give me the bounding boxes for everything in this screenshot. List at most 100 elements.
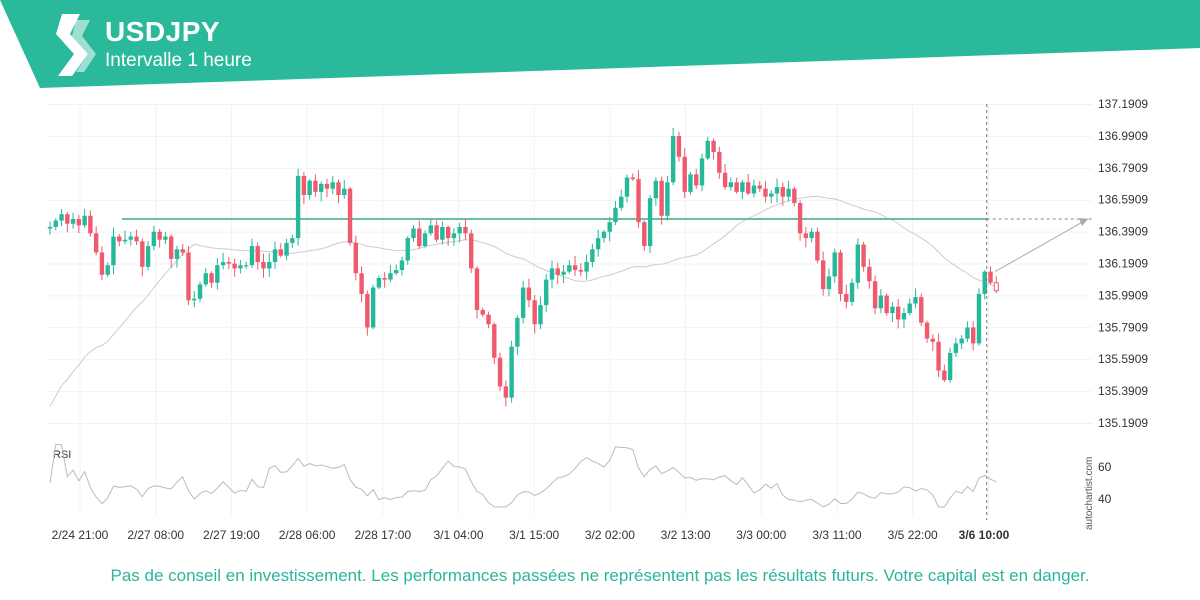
candle-body [492,324,497,358]
candle-body [417,228,422,247]
candle-body [440,226,445,240]
candle-body [65,214,70,224]
current-time-label: 3/6 10:00 [959,528,1010,542]
price-tick-label: 135.5909 [1098,352,1148,366]
candle-body [151,231,157,247]
candle-body [636,179,641,223]
candle-body [140,241,145,267]
candle-body [745,182,751,194]
chart-subtitle: Intervalle 1 heure [105,50,252,71]
candle-body [792,188,797,204]
chart-grid [47,104,1092,515]
candle-body [203,273,208,285]
candle-body [168,236,174,259]
candle-body [982,271,987,294]
candle-body [538,305,543,325]
time-tick-label: 2/27 19:00 [203,528,260,542]
time-tick-label: 3/1 04:00 [433,528,483,542]
candle-body [619,196,624,208]
time-tick-label: 3/2 13:00 [661,528,711,542]
price-tick-label: 136.7909 [1098,161,1148,175]
candle-body [953,343,959,353]
candle-body [76,218,82,226]
watermark: autochartist.com [1084,457,1095,530]
candle-body [584,262,589,272]
candle-body [694,174,699,186]
projection-arrowhead [1079,217,1088,226]
candle-body [370,287,376,328]
price-axis: 137.1909 136.9909 136.7909 136.5909 136.3909… [1098,97,1148,430]
candle-body [469,233,474,269]
candle-body [82,215,87,226]
chart-title: USDJPY [105,16,221,47]
candle-body [653,180,659,199]
candle-body [365,293,370,328]
candle-body [832,252,837,277]
candle-body [907,303,912,314]
price-tick-label: 136.5909 [1098,193,1148,207]
candle-body [70,218,76,224]
candle-body [192,298,197,301]
candle-body [578,270,584,272]
candle-body [913,297,918,304]
candle-body [647,198,653,247]
price-tick-label: 136.3909 [1098,225,1148,239]
rsi-tick-label: 40 [1098,492,1112,506]
time-tick-label: 2/28 17:00 [354,528,411,542]
candle-body [111,236,116,266]
candle-body [930,338,936,342]
candle-body [463,226,468,234]
candle-body [815,231,820,261]
candle-body [769,193,774,197]
candle-body [180,249,185,253]
price-tick-label: 135.3909 [1098,384,1148,398]
candle-body [59,214,64,221]
candle-body [849,282,855,302]
candle-body [613,207,618,223]
candle-body [971,327,976,344]
candle-body [243,265,249,267]
price-tick-label: 136.1909 [1098,257,1148,271]
candle-body [844,293,849,302]
candle-body [803,233,809,239]
candle-body [705,140,710,159]
candle-body [659,180,664,216]
rsi-label: RSI [53,449,71,461]
candle-body [959,338,964,344]
candle-body [549,268,555,280]
rsi-line [49,444,997,508]
rsi-tick-label: 60 [1098,460,1112,474]
time-axis: 2/24 21:00 2/27 08:00 2/27 19:00 2/28 06:00… [52,528,1010,542]
time-tick-label: 3/2 02:00 [585,528,635,542]
candle-body [763,188,768,197]
candle-body [561,271,566,275]
candle-body [607,222,612,232]
candle-body [278,249,283,256]
candle-body [867,266,872,282]
candle-body [209,273,214,283]
candle-body [497,357,503,387]
candle-body [174,249,180,259]
candle-body [590,249,595,263]
price-tick-label: 136.9909 [1098,129,1148,143]
candle-body [445,226,451,239]
candle-body [128,236,133,240]
candle-body [99,252,105,275]
candle-body [486,314,491,325]
candle-body [624,177,630,197]
candle-body [272,249,278,263]
candle-body [324,183,330,189]
candle-body [284,242,289,256]
candle-body [88,215,93,234]
candle-body [451,233,457,239]
moving-average-line [49,195,997,407]
candle-body [515,317,520,347]
time-tick-label: 3/1 15:00 [509,528,559,542]
candle-body [134,236,139,242]
candle-body [826,276,832,290]
candle-body [665,182,670,216]
candlesticks [47,127,999,407]
rsi-panel: RSI 60 40 [49,444,1112,508]
candle-body [780,187,785,197]
price-tick-label: 137.1909 [1098,97,1148,111]
